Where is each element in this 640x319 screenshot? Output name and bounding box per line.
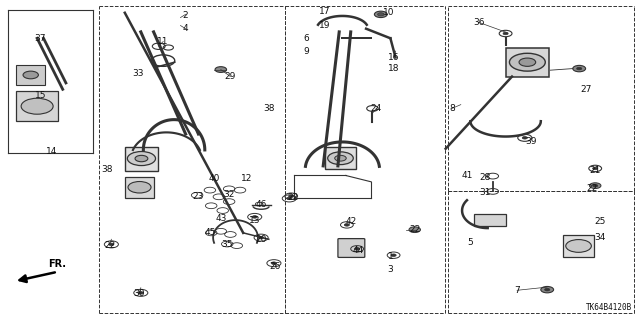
Text: 6: 6 [303, 34, 308, 43]
Circle shape [503, 32, 508, 35]
Text: 3: 3 [388, 265, 393, 274]
Text: 39: 39 [525, 137, 537, 146]
Bar [16, 65, 45, 85]
Text: 8: 8 [449, 104, 454, 113]
Text: 43: 43 [215, 214, 227, 223]
Bar [474, 214, 506, 226]
Text: 31: 31 [479, 189, 491, 197]
Circle shape [541, 286, 554, 293]
Text: 29: 29 [225, 72, 236, 81]
Text: 34: 34 [595, 233, 606, 242]
Circle shape [289, 195, 294, 197]
Text: 38: 38 [102, 165, 113, 174]
Text: 14: 14 [45, 147, 57, 156]
Circle shape [573, 65, 586, 72]
Text: 23: 23 [193, 192, 204, 201]
Text: 33: 33 [132, 69, 143, 78]
Circle shape [109, 243, 114, 246]
Circle shape [21, 98, 53, 114]
Text: 26: 26 [269, 262, 281, 271]
Text: TK64B4120B: TK64B4120B [586, 303, 632, 312]
Bar [325, 147, 356, 169]
Text: 24: 24 [371, 104, 382, 113]
Text: 7: 7 [515, 286, 520, 295]
Text: 38: 38 [263, 104, 275, 113]
Circle shape [509, 53, 545, 71]
Circle shape [378, 13, 384, 16]
Circle shape [344, 224, 349, 226]
Circle shape [135, 155, 148, 162]
Circle shape [391, 254, 396, 256]
Text: 19: 19 [319, 21, 331, 30]
Text: 10: 10 [383, 8, 395, 17]
Text: 9: 9 [303, 47, 308, 56]
Text: 42: 42 [345, 217, 356, 226]
Circle shape [259, 236, 264, 239]
Text: 46: 46 [255, 200, 267, 209]
Bar [125, 177, 154, 198]
Text: 28: 28 [479, 173, 491, 182]
Circle shape [215, 67, 227, 72]
Circle shape [374, 11, 387, 18]
Circle shape [593, 184, 598, 187]
Text: 12: 12 [241, 174, 252, 183]
Text: 35: 35 [221, 240, 233, 249]
Circle shape [335, 155, 346, 161]
Bar [16, 91, 58, 121]
Circle shape [545, 288, 550, 291]
Text: 37: 37 [35, 34, 46, 43]
Text: 16: 16 [388, 53, 399, 62]
Text: 18: 18 [388, 64, 399, 73]
Circle shape [566, 240, 591, 252]
Bar [506, 48, 549, 77]
Circle shape [593, 167, 598, 170]
Text: 22: 22 [586, 184, 598, 193]
Circle shape [127, 152, 156, 166]
Circle shape [519, 58, 536, 66]
Circle shape [589, 183, 601, 189]
Circle shape [128, 182, 151, 193]
Text: 25: 25 [595, 217, 606, 226]
Text: 21: 21 [589, 166, 601, 175]
Text: 40: 40 [209, 174, 220, 183]
Text: 41: 41 [461, 171, 473, 180]
Text: FR.: FR. [48, 259, 66, 269]
Circle shape [287, 197, 292, 200]
Bar [125, 147, 158, 171]
Circle shape [328, 152, 353, 165]
Text: 27: 27 [580, 85, 591, 94]
Text: 2: 2 [183, 11, 188, 20]
Text: 13: 13 [249, 216, 260, 225]
Text: 36: 36 [473, 18, 484, 27]
Text: 30: 30 [134, 289, 145, 298]
Circle shape [409, 227, 420, 233]
Text: 22: 22 [104, 241, 116, 250]
Text: 17: 17 [319, 7, 331, 16]
Circle shape [252, 216, 257, 218]
Circle shape [355, 248, 360, 250]
Text: 4: 4 [183, 24, 188, 33]
Circle shape [138, 292, 143, 294]
Text: 15: 15 [35, 91, 46, 100]
Text: 22: 22 [409, 225, 420, 234]
Text: 20: 20 [255, 235, 267, 244]
Text: 11: 11 [157, 37, 169, 46]
Text: 45: 45 [204, 228, 216, 237]
FancyBboxPatch shape [338, 239, 365, 257]
Text: 44: 44 [353, 246, 364, 255]
Text: 22: 22 [287, 193, 299, 202]
Text: 5: 5 [468, 238, 473, 247]
Text: 1: 1 [388, 252, 393, 261]
Bar [563, 235, 594, 257]
Circle shape [271, 262, 276, 264]
Text: 32: 32 [223, 190, 235, 199]
Circle shape [23, 71, 38, 79]
Circle shape [577, 67, 582, 70]
Circle shape [522, 137, 527, 139]
